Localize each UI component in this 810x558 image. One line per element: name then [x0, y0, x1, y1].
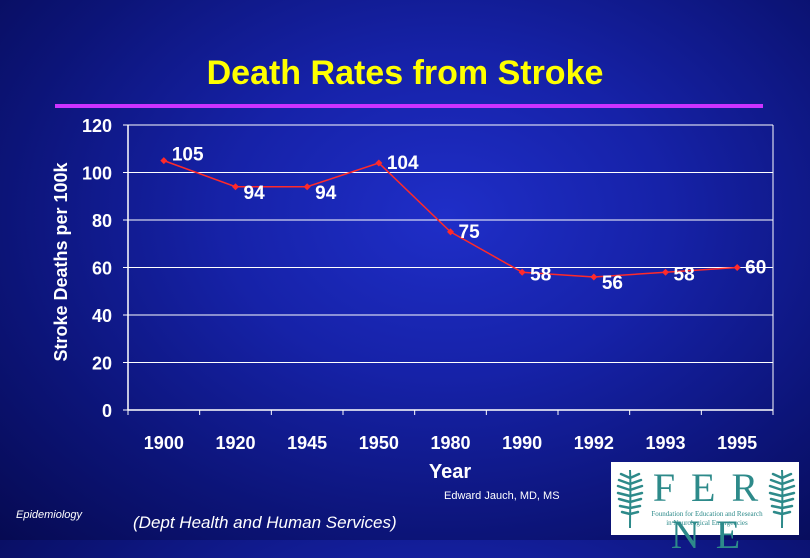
data-label: 94: [315, 183, 337, 204]
author-credit: Edward Jauch, MD, MS: [444, 490, 560, 502]
x-tick-label: 1995: [717, 433, 757, 453]
y-tick-label: 120: [82, 116, 112, 136]
x-tick-label: 1950: [359, 433, 399, 453]
y-tick-label: 80: [92, 211, 112, 231]
data-label: 60: [745, 258, 766, 279]
data-label: 56: [602, 273, 623, 294]
chart-title: Death Rates from Stroke: [206, 54, 604, 92]
logo-subtitle: Foundation for Education and Research in…: [651, 510, 763, 527]
data-point: [518, 268, 526, 276]
data-label: 58: [530, 264, 551, 285]
x-tick-label: 1980: [430, 433, 470, 453]
x-tick-label: 1945: [287, 433, 327, 453]
data-label: 75: [459, 222, 481, 243]
data-point: [590, 273, 598, 281]
x-tick-label: 1990: [502, 433, 542, 453]
data-point: [375, 159, 383, 167]
y-tick-label: 40: [92, 306, 112, 326]
series-line: [163, 159, 738, 278]
title-divider: [55, 104, 763, 108]
ferne-logo: F E R N E Foundation for Education and R…: [611, 462, 799, 557]
y-tick-label: 100: [82, 164, 112, 184]
line-chart: 0 20 40 60 80 100 120 1900 1920 1945 1950 1980 1990 1…: [51, 116, 766, 483]
fern-left-icon: [616, 469, 644, 529]
data-point: [160, 157, 168, 165]
x-tick-label: 1920: [215, 433, 255, 453]
x-tick-label: 1993: [645, 433, 685, 453]
fern-right-icon: [768, 469, 796, 529]
data-point: [447, 228, 454, 236]
section-label: Epidemiology: [16, 509, 83, 521]
data-label: 104: [387, 153, 419, 174]
source-note: (Dept Health and Human Services): [133, 513, 397, 532]
x-tick-label: 1900: [144, 433, 184, 453]
data-label: 94: [244, 183, 266, 204]
x-axis-title: Year: [429, 461, 471, 483]
y-axis-title: Stroke Deaths per 100k: [51, 161, 71, 361]
data-label: 105: [172, 145, 204, 166]
y-tick-label: 0: [102, 401, 112, 421]
y-tick-label: 60: [92, 259, 112, 279]
y-tick-label: 20: [92, 354, 112, 374]
data-point: [232, 183, 239, 191]
data-label: 58: [674, 264, 695, 285]
data-point: [303, 183, 311, 191]
x-tick-label: 1992: [574, 433, 614, 453]
data-point: [733, 264, 741, 271]
data-point: [662, 268, 669, 276]
